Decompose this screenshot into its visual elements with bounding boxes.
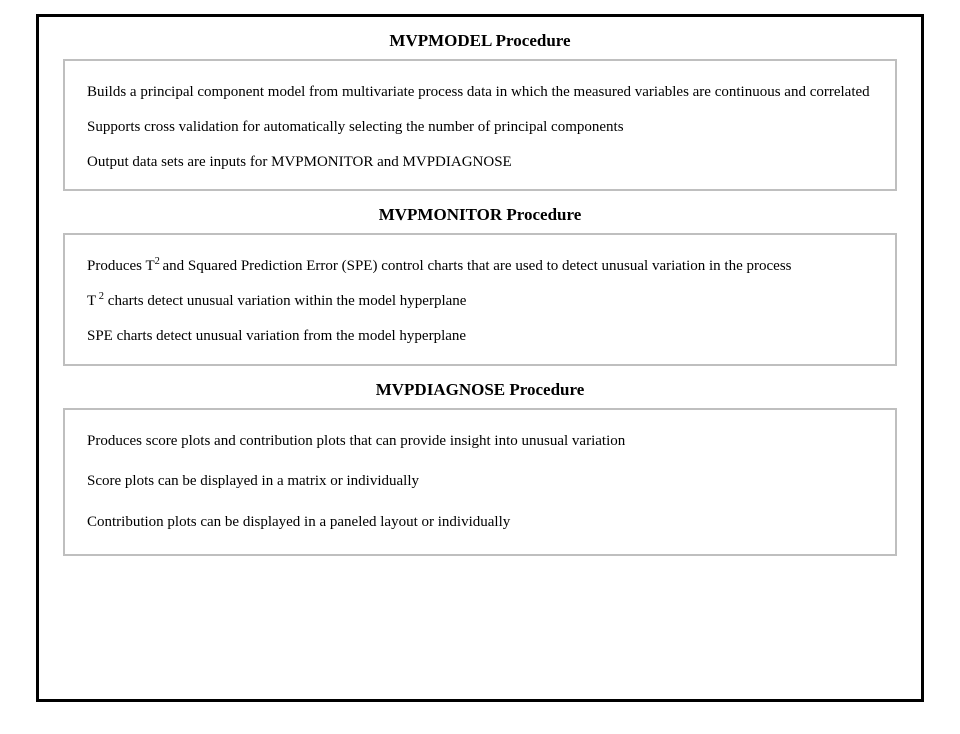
- mvpmodel-item-2: Supports cross validation for automatica…: [87, 118, 873, 137]
- mvpdiagnose-item-3: Contribution plots can be displayed in a…: [87, 513, 873, 532]
- mvpmonitor-item-3: SPE charts detect unusual variation from…: [87, 327, 873, 346]
- section-title-mvpmodel: MVPMODEL Procedure: [63, 31, 897, 51]
- mvpdiagnose-item-1: Produces score plots and contribution pl…: [87, 432, 873, 451]
- box-mvpdiagnose: Produces score plots and contribution pl…: [63, 408, 897, 556]
- mvpmodel-item-3: Output data sets are inputs for MVPMONIT…: [87, 153, 873, 172]
- section-title-mvpmonitor: MVPMONITOR Procedure: [63, 205, 897, 225]
- mvpdiagnose-item-2: Score plots can be displayed in a matrix…: [87, 472, 873, 491]
- section-title-mvpdiagnose: MVPDIAGNOSE Procedure: [63, 380, 897, 400]
- mvpmonitor-item-1: Produces T2 and Squared Prediction Error…: [87, 257, 873, 276]
- box-mvpmodel: Builds a principal component model from …: [63, 59, 897, 191]
- outer-frame: MVPMODEL Procedure Builds a principal co…: [36, 14, 924, 702]
- mvpmonitor-item-2: T 2 charts detect unusual variation with…: [87, 292, 873, 311]
- box-mvpmonitor: Produces T2 and Squared Prediction Error…: [63, 233, 897, 365]
- mvpmodel-item-1: Builds a principal component model from …: [87, 83, 873, 102]
